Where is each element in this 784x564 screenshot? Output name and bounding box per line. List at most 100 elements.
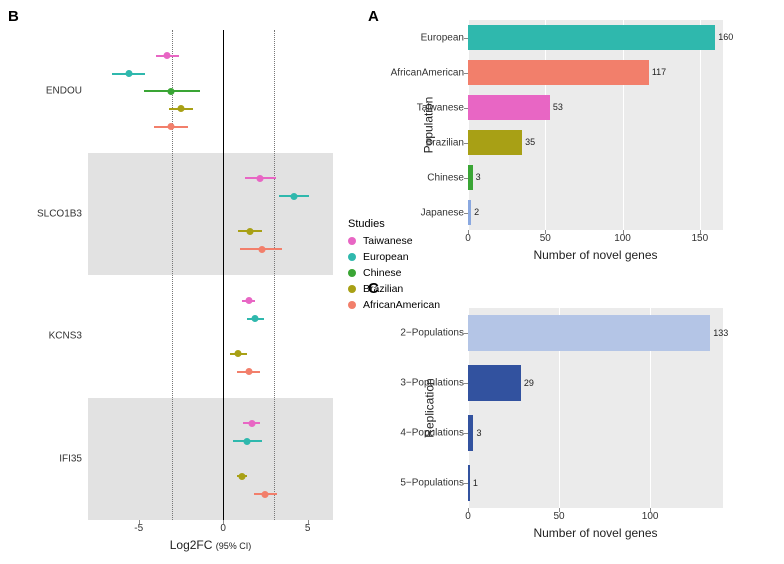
figure-grid: A Population Number of novel genes 05010… xyxy=(8,8,776,556)
legend-item: European xyxy=(348,251,440,263)
bar-row: 3 xyxy=(468,415,481,451)
panel-a-plot: Population Number of novel genes 0501001… xyxy=(468,20,723,230)
point-dot xyxy=(252,315,259,322)
ytick-label: 3−Populations xyxy=(400,378,464,389)
tick-mark xyxy=(650,508,651,512)
legend-text: Chinese xyxy=(363,267,402,279)
legend-text: Taiwanese xyxy=(363,235,413,247)
bar-row: 133 xyxy=(468,315,728,351)
gene-label: KCNS3 xyxy=(49,331,82,342)
legend-item: Chinese xyxy=(348,267,440,279)
panel-a-label: A xyxy=(368,8,379,25)
panel-c-plot: Replication Number of novel genes 050100… xyxy=(468,308,723,508)
bar-row: 3 xyxy=(468,165,481,190)
bar-value: 53 xyxy=(553,102,563,112)
tick-mark xyxy=(468,508,469,512)
legend-swatch xyxy=(348,285,356,293)
ref-line xyxy=(274,30,276,520)
ytick-label: European xyxy=(421,32,464,43)
bar-value: 133 xyxy=(713,328,728,338)
xtick: 100 xyxy=(614,233,631,244)
bar-value: 35 xyxy=(525,137,535,147)
point-dot xyxy=(167,88,174,95)
tick-mark xyxy=(559,508,560,512)
bar-row: 29 xyxy=(468,365,534,401)
tick-mark xyxy=(223,520,224,524)
gene-label: IFI35 xyxy=(59,453,82,464)
bar-value: 117 xyxy=(652,67,666,77)
panel-c: C Replication Number of novel genes 0501… xyxy=(368,280,784,556)
point-dot xyxy=(247,228,254,235)
point-dot xyxy=(177,105,184,112)
panel-c-label: C xyxy=(368,280,379,297)
bar-value: 1 xyxy=(473,478,478,488)
bar-value: 160 xyxy=(718,32,733,42)
ytick-label: 4−Populations xyxy=(400,428,464,439)
bar xyxy=(468,465,470,501)
gene-label: SLCO1B3 xyxy=(37,208,82,219)
bar-value: 2 xyxy=(474,207,479,217)
bar-row: 117 xyxy=(468,60,666,85)
tick-mark xyxy=(468,230,469,234)
panel-b-xtitle-sub: (95% CI) xyxy=(216,541,252,551)
xtick: 0 xyxy=(465,233,471,244)
forest-xtick: 0 xyxy=(220,523,226,534)
point-dot xyxy=(291,193,298,200)
tick-mark xyxy=(308,520,309,524)
point-dot xyxy=(262,491,269,498)
bar xyxy=(468,365,521,401)
legend-swatch xyxy=(348,269,356,277)
bar-row: 2 xyxy=(468,200,479,225)
legend-swatch xyxy=(348,237,356,245)
bar-value: 29 xyxy=(524,378,534,388)
panel-c-xtitle: Number of novel genes xyxy=(533,526,657,540)
xtick: 100 xyxy=(642,511,659,522)
tick-mark xyxy=(623,230,624,234)
legend-swatch xyxy=(348,253,356,261)
ytick-label: Brazilian xyxy=(426,137,464,148)
tick-mark xyxy=(139,520,140,524)
ytick-label: Taiwanese xyxy=(417,102,464,113)
bar-row: 160 xyxy=(468,25,733,50)
ref-line xyxy=(172,30,174,520)
gridline xyxy=(468,20,469,230)
tick-mark xyxy=(700,230,701,234)
bar xyxy=(468,315,710,351)
gene-band xyxy=(88,153,333,276)
point-dot xyxy=(238,473,245,480)
point-dot xyxy=(257,175,264,182)
gridline xyxy=(700,20,701,230)
point-dot xyxy=(164,52,171,59)
gridline xyxy=(623,20,624,230)
legend-title: Studies xyxy=(348,218,440,230)
bar xyxy=(468,25,715,50)
point-dot xyxy=(248,420,255,427)
bar-value: 3 xyxy=(476,428,481,438)
point-dot xyxy=(245,368,252,375)
ytick-label: 2−Populations xyxy=(400,328,464,339)
bar xyxy=(468,60,649,85)
bar xyxy=(468,95,550,120)
point-dot xyxy=(243,438,250,445)
point-dot xyxy=(125,70,132,77)
legend-swatch xyxy=(348,301,356,309)
xtick: 50 xyxy=(540,233,551,244)
bar-row: 1 xyxy=(468,465,478,501)
forest-xtick: 5 xyxy=(305,523,311,534)
xtick: 150 xyxy=(691,233,708,244)
bar-value: 3 xyxy=(476,172,481,182)
ytick-label: Japanese xyxy=(421,207,464,218)
xtick: 50 xyxy=(554,511,565,522)
panel-b-label: B xyxy=(8,8,19,25)
tick-mark xyxy=(545,230,546,234)
ytick-label: AfricanAmerican xyxy=(391,67,464,78)
point-dot xyxy=(245,297,252,304)
panel-a-xtitle: Number of novel genes xyxy=(533,248,657,262)
point-dot xyxy=(167,123,174,130)
point-dot xyxy=(259,246,266,253)
panel-b: B Log2FC (95% CI) ENDOUSLCO1B3KCNS3IFI35… xyxy=(8,8,368,556)
bar xyxy=(468,130,522,155)
gene-label: ENDOU xyxy=(46,86,82,97)
ytick-label: Chinese xyxy=(427,172,464,183)
bar xyxy=(468,165,473,190)
